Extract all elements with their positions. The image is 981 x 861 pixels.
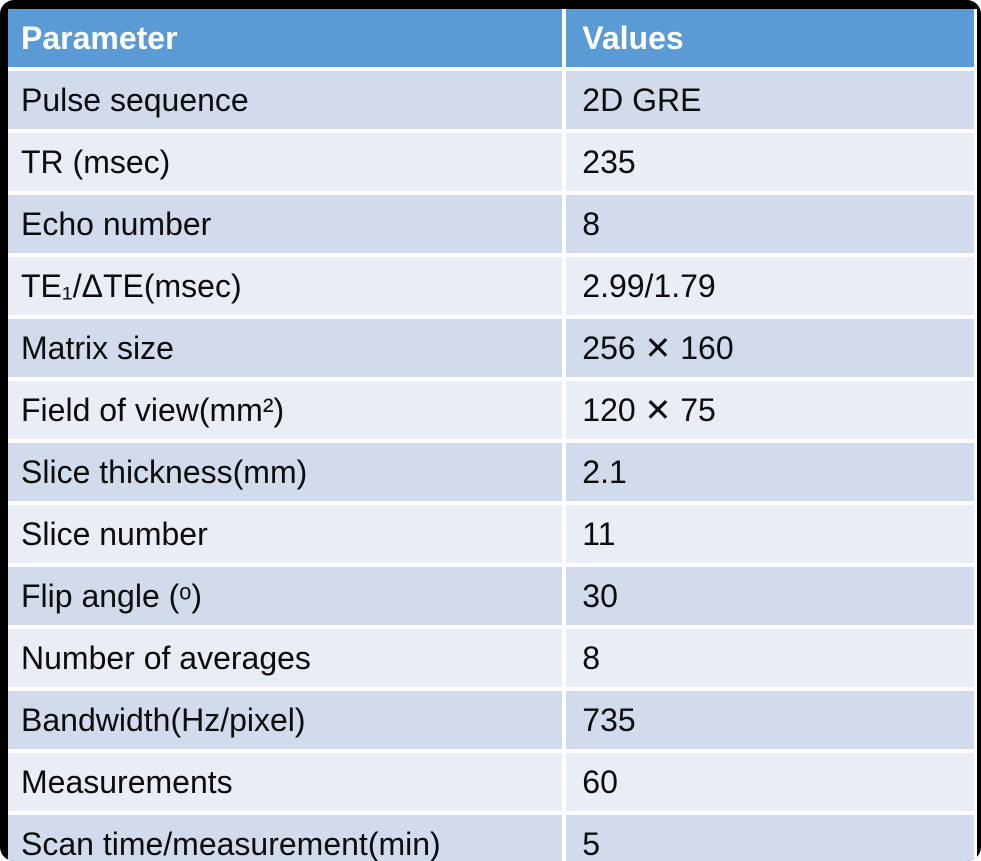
parameter-cell: TR (msec) [8, 133, 563, 195]
value-cell: 2D GRE [562, 71, 977, 133]
parameter-cell: TE₁/ΔTE(msec) [8, 257, 563, 319]
table-row: Flip angle (ᵒ) 30 [8, 567, 977, 629]
parameter-cell: Number of averages [8, 629, 563, 691]
header-row: Parameter Values [8, 9, 977, 71]
value-cell: 2.1 [562, 443, 977, 505]
parameter-cell: Slice number [8, 505, 563, 567]
table-row: TE₁/ΔTE(msec) 2.99/1.79 [8, 257, 977, 319]
value-cell: 735 [562, 691, 977, 753]
parameter-cell: Slice thickness(mm) [8, 443, 563, 505]
table-row: Field of view(mm²) 120 ✕ 75 [8, 381, 977, 443]
table-row: Pulse sequence 2D GRE [8, 71, 977, 133]
value-cell: 235 [562, 133, 977, 195]
value-cell: 256 ✕ 160 [562, 319, 977, 381]
value-cell: 2.99/1.79 [562, 257, 977, 319]
table-row: Slice thickness(mm) 2.1 [8, 443, 977, 505]
parameter-cell: Flip angle (ᵒ) [8, 567, 563, 629]
table-row: Number of averages 8 [8, 629, 977, 691]
value-cell: 8 [562, 195, 977, 257]
value-cell: 11 [562, 505, 977, 567]
table-row: Echo number 8 [8, 195, 977, 257]
parameter-cell: Matrix size [8, 319, 563, 381]
column-header-parameter: Parameter [8, 9, 563, 71]
table-row: Matrix size 256 ✕ 160 [8, 319, 977, 381]
parameter-cell: Measurements [8, 753, 563, 815]
table-row: TR (msec) 235 [8, 133, 977, 195]
table-row: Measurements 60 [8, 753, 977, 815]
value-cell: 5 [562, 815, 977, 861]
table-row: Slice number 11 [8, 505, 977, 567]
parameter-cell: Echo number [8, 195, 563, 257]
parameter-cell: Field of view(mm²) [8, 381, 563, 443]
parameter-cell: Bandwidth(Hz/pixel) [8, 691, 563, 753]
value-cell: 8 [562, 629, 977, 691]
table-row: Bandwidth(Hz/pixel) 735 [8, 691, 977, 753]
value-cell: 60 [562, 753, 977, 815]
column-header-values: Values [562, 9, 977, 71]
parameter-cell: Pulse sequence [8, 71, 563, 133]
scan-parameters-table: Parameter Values Pulse sequence 2D GRE T… [8, 9, 977, 861]
value-cell: 120 ✕ 75 [562, 381, 977, 443]
table-row: Scan time/measurement(min) 5 [8, 815, 977, 861]
parameter-cell: Scan time/measurement(min) [8, 815, 563, 861]
value-cell: 30 [562, 567, 977, 629]
